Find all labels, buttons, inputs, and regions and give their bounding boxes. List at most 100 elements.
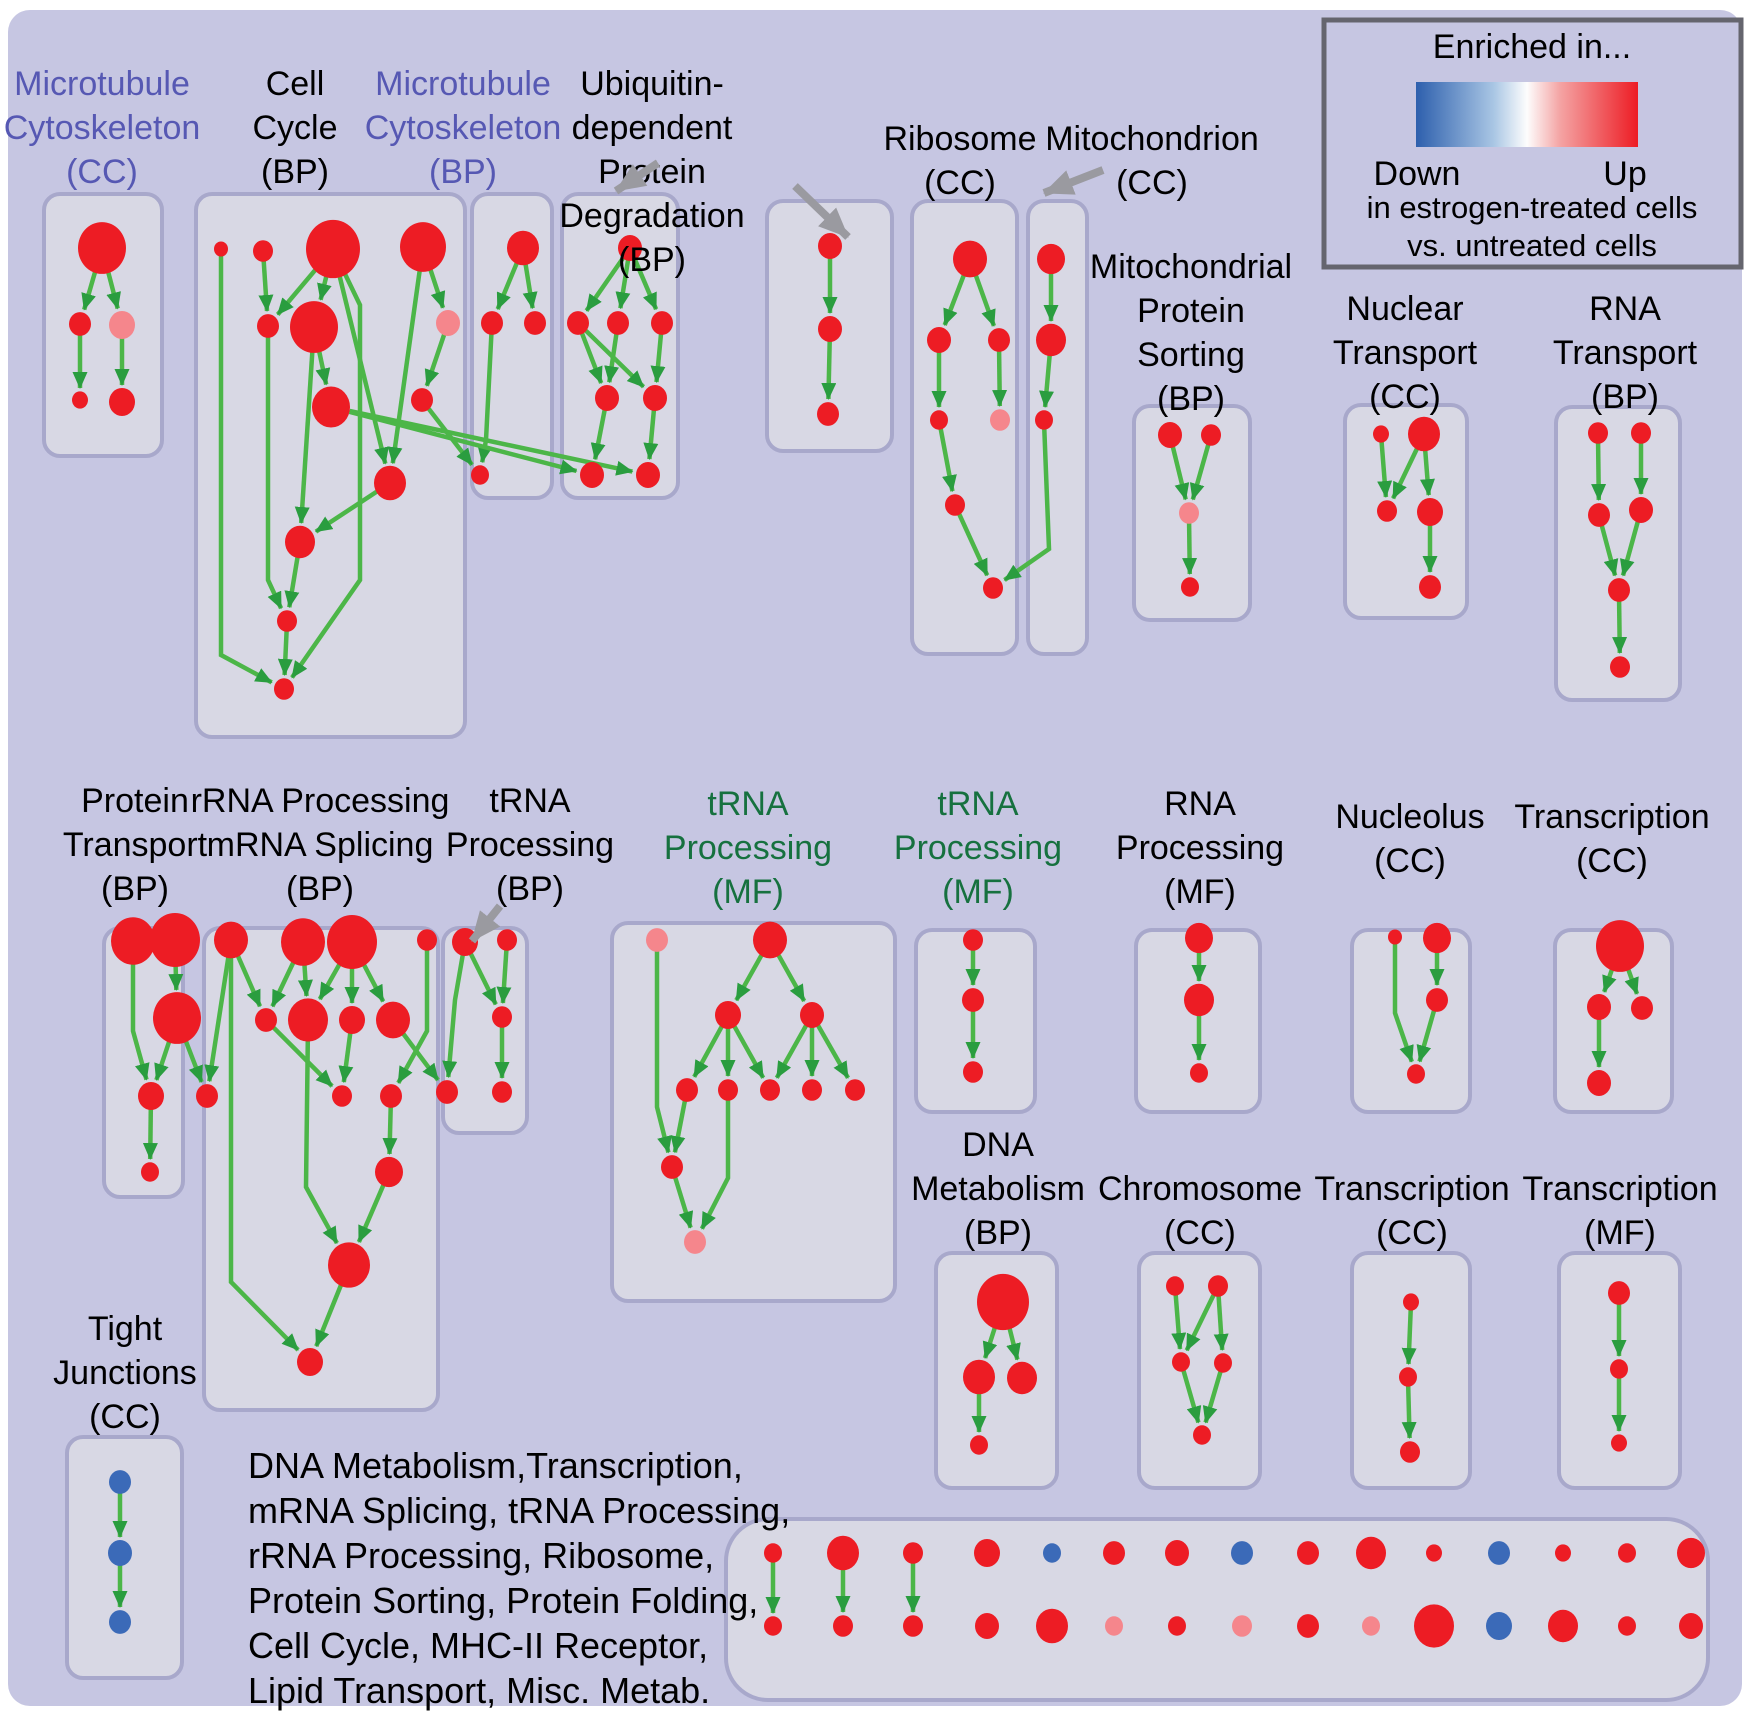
go-term-node-rnat-5	[1610, 656, 1630, 678]
relation-edge-rnat-0	[1591, 442, 1607, 501]
relation-edge-ubq1-3	[579, 332, 604, 385]
relation-edge-ubq1-8	[643, 409, 659, 461]
go-term-node-ribosome-1	[927, 327, 951, 353]
cluster-label-16: Transcription (CC)	[1514, 798, 1709, 880]
relation-edge-mito-1	[1039, 354, 1054, 408]
cluster-box-ubq1	[560, 192, 680, 500]
go-term-node-cell_cycle-2	[306, 219, 360, 279]
go-term-node-cell_cycle-0	[214, 241, 228, 257]
go-term-node-rrna-9	[332, 1085, 352, 1107]
go-term-node-prot_trans-3	[138, 1081, 164, 1111]
relation-edge-rrna-5	[317, 962, 342, 1001]
relation-edge-ribosome-4	[938, 428, 957, 493]
go-term-node-prot_trans-1	[150, 913, 200, 967]
relation-edge-ribosome-5	[957, 513, 990, 577]
relation-edge-ribosome-3	[992, 350, 1008, 407]
go-term-node-ribosome-4	[990, 409, 1010, 431]
go-term-node-ubq1-4	[595, 385, 619, 411]
go-term-node-ubq1-2	[607, 311, 629, 335]
relation-edge-trna_mf1-10	[673, 1176, 694, 1229]
misc-categories-text-block: DNA Metabolism,Transcription, mRNA Splici…	[248, 1445, 790, 1711]
go-term-node-misc_strip-11	[1488, 1541, 1510, 1565]
go-term-node-misc_strip-0	[764, 1543, 782, 1563]
relation-edge-cell_cycle-12	[284, 556, 300, 609]
relation-edge-rnat-3	[1620, 521, 1640, 577]
relation-edge-chromosome-1	[1184, 1294, 1216, 1352]
relation-edge-mt_cc-1	[105, 270, 121, 310]
go-term-node-misc_strip-16	[833, 1615, 853, 1637]
go-term-node-dna_met-1	[963, 1359, 995, 1395]
go-term-node-trans_cc1-1	[1587, 994, 1611, 1020]
go-term-node-trna_mf1-1	[753, 921, 787, 959]
label-pointer-arrow-0	[613, 159, 661, 195]
relation-edge-trna_mf1-9	[670, 1100, 688, 1154]
go-term-node-trna_mf2-1	[962, 988, 984, 1012]
go-term-node-cell_cycle-10	[285, 525, 315, 559]
relation-edge-rrna-12	[382, 1106, 398, 1155]
relation-edge-trna_bp-0	[442, 954, 466, 1079]
go-term-node-trna_mf1-3	[800, 1002, 824, 1028]
go-term-node-trna_mf1-7	[802, 1079, 822, 1101]
relation-edge-cell_cycle-6	[428, 268, 446, 309]
legend-up-label: Up	[1603, 155, 1646, 193]
go-term-node-misc_strip-22	[1232, 1615, 1252, 1637]
go-term-node-chromosome-1	[1208, 1275, 1228, 1297]
go-term-node-rrna-2	[327, 915, 377, 969]
relation-edge-ubq1-6	[650, 333, 666, 384]
relation-edge-mps-0	[1170, 446, 1190, 501]
cluster-box-mt_bp	[470, 192, 554, 500]
go-term-node-cell_cycle-12	[274, 678, 294, 700]
relation-edge-nuct-0	[1377, 441, 1393, 498]
go-term-node-cell_cycle-6	[436, 310, 460, 336]
relation-edge-cell_cycle-11	[424, 333, 447, 387]
go-term-node-cell_cycle-3	[400, 222, 446, 272]
go-term-node-ribosome-3	[930, 410, 948, 430]
go-term-node-trna_mf1-10	[684, 1230, 706, 1254]
go-term-node-mt_bp-0	[507, 230, 539, 266]
go-term-node-tight_j-1	[108, 1540, 132, 1566]
go-term-node-ubq1-6	[580, 462, 604, 488]
relation-edge-cross-0	[348, 409, 578, 475]
go-term-node-trans_cc2-1	[1399, 1367, 1417, 1387]
relation-edge-ubq1-1	[615, 259, 631, 310]
relation-edge-trna_mf1-7	[816, 1024, 850, 1080]
go-term-node-rrna-4	[255, 1008, 277, 1032]
legend-gradient-bar	[1416, 82, 1638, 147]
go-term-node-rrna-3	[417, 929, 437, 951]
go-term-node-rrna-8	[196, 1084, 218, 1108]
go-term-node-trna_mf1-8	[845, 1079, 865, 1101]
go-term-node-misc_strip-3	[974, 1538, 1000, 1568]
go-term-node-rrna-7	[376, 1001, 410, 1039]
relation-edge-ribosome-0	[942, 274, 967, 327]
go-term-node-nuct-0	[1373, 425, 1389, 443]
relation-edge-trna_mf1-1	[776, 953, 807, 1003]
go-term-node-misc_strip-23	[1297, 1614, 1319, 1638]
go-term-node-mps-0	[1158, 422, 1182, 448]
relation-edge-cell_cycle-4	[337, 274, 389, 465]
go-term-node-rrna-0	[214, 921, 248, 959]
cluster-label-1: Cell Cycle (BP)	[252, 65, 337, 191]
go-term-node-rrna-5	[288, 998, 328, 1042]
go-term-node-mt_cc-0	[78, 222, 126, 274]
cluster-label-7: Nuclear Transport (CC)	[1333, 290, 1478, 416]
go-term-node-nuct-4	[1419, 575, 1441, 599]
go-term-node-mito-0	[1037, 243, 1065, 275]
go-term-node-ubq2-2	[817, 402, 839, 426]
go-term-node-mt_bp-3	[471, 465, 489, 485]
relation-edge-cross-2	[426, 407, 474, 467]
relation-edge-trna_mf1-5	[774, 1024, 809, 1079]
go-term-node-trna_mf1-4	[676, 1078, 698, 1102]
relation-edge-cell_cycle-14	[277, 630, 293, 676]
go-term-node-dna_met-0	[977, 1273, 1029, 1331]
go-term-node-nucleolus-1	[1423, 922, 1451, 954]
relation-edge-trna_mf1-0	[734, 953, 764, 1002]
go-term-node-tight_j-2	[109, 1610, 131, 1634]
go-term-node-ubq2-1	[818, 316, 842, 342]
go-term-node-ubq1-7	[636, 462, 660, 488]
go-term-node-rna_proc-1	[1184, 983, 1214, 1017]
relation-edge-nucleolus-1	[1416, 1009, 1437, 1063]
cluster-box-nuct	[1343, 403, 1469, 620]
go-term-node-chromosome-3	[1214, 1353, 1232, 1373]
relation-edge-mps-1	[1189, 443, 1211, 501]
